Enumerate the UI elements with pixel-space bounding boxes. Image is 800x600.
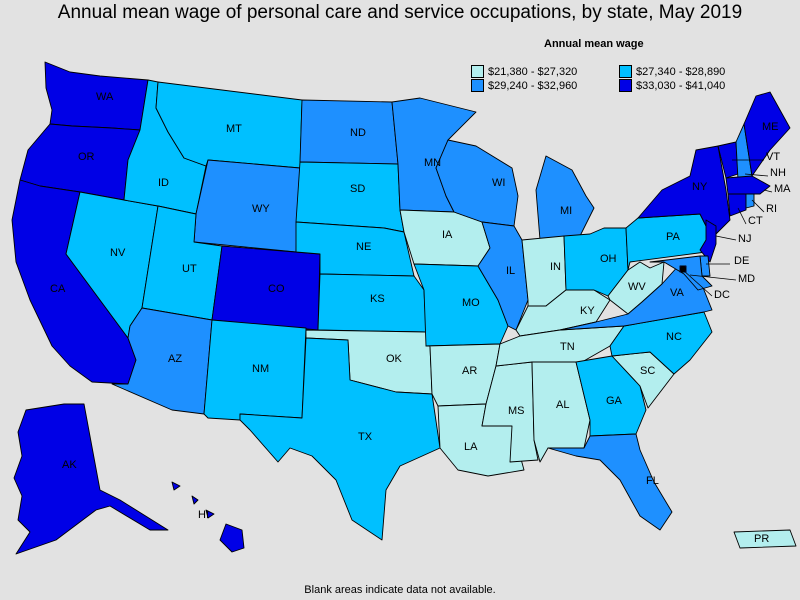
dc-marker (680, 266, 686, 272)
state-label-nj: NJ (738, 233, 751, 245)
map-title: Annual mean wage of personal care and se… (57, 2, 743, 23)
state-label-ct: CT (748, 215, 763, 227)
state-label-pa: PA (666, 231, 681, 243)
legend-label-2: $27,340 - $28,890 (636, 65, 726, 78)
state-label-ks: KS (370, 293, 385, 305)
state-label-in: IN (550, 261, 561, 273)
state-sd[interactable] (295, 161, 405, 233)
state-ri[interactable] (745, 193, 755, 209)
leader-lines (682, 159, 773, 297)
state-pr[interactable] (733, 529, 797, 549)
legend-swatch-2 (619, 65, 632, 78)
state-md[interactable] (649, 255, 713, 291)
state-label-or: OR (78, 151, 95, 163)
state-label-ma: MA (774, 183, 791, 195)
state-label-ny: NY (692, 181, 708, 193)
state-label-wy: WY (252, 203, 270, 215)
state-label-wv: WV (628, 281, 646, 293)
legend-item-2: $27,340 - $28,890 (619, 65, 725, 78)
state-hi[interactable] (171, 481, 245, 553)
state-co[interactable] (211, 245, 321, 331)
state-label-ar: AR (462, 365, 477, 377)
state-label-ms: MS (508, 405, 525, 417)
state-nd[interactable] (299, 99, 399, 165)
legend-item-3: $29,240 - $32,960 (471, 79, 577, 92)
legend-label-3: $29,240 - $32,960 (488, 79, 578, 92)
legend-swatch-3 (471, 79, 484, 92)
state-label-ga: GA (606, 395, 623, 407)
legend-label-4: $33,030 - $41,040 (636, 79, 726, 92)
state-label-mi: MI (560, 205, 572, 217)
state-label-wi: WI (492, 177, 505, 189)
legend-swatch-1 (471, 65, 484, 78)
state-label-id: ID (158, 177, 169, 189)
legend-item-1: $21,380 - $27,320 (471, 65, 577, 78)
state-label-md: MD (738, 273, 755, 285)
state-label-ak: AK (62, 459, 77, 471)
state-label-nm: NM (252, 363, 269, 375)
state-label-vt: VT (766, 151, 780, 163)
state-label-fl: FL (646, 475, 659, 487)
state-label-la: LA (464, 441, 478, 453)
state-wy[interactable] (193, 159, 301, 253)
state-label-ut: UT (182, 263, 197, 275)
legend-title: Annual mean wage (544, 38, 644, 50)
state-label-az: AZ (168, 353, 182, 365)
state-wv[interactable] (607, 261, 665, 315)
state-label-mt: MT (226, 123, 242, 135)
state-label-co: CO (268, 283, 285, 295)
state-ct[interactable] (727, 193, 747, 217)
legend-swatch-4 (619, 79, 632, 92)
state-mi[interactable] (535, 155, 595, 241)
state-label-tn: TN (560, 341, 575, 353)
state-label-nc: NC (666, 331, 682, 343)
legend-label-1: $21,380 - $27,320 (488, 65, 578, 78)
state-label-de: DE (734, 255, 749, 267)
state-tx[interactable] (239, 337, 441, 541)
state-label-me: ME (762, 121, 779, 133)
state-label-ia: IA (442, 229, 453, 241)
state-label-oh: OH (600, 253, 617, 265)
footnote: Blank areas indicate data not available. (304, 584, 496, 596)
state-label-nv: NV (110, 247, 126, 259)
state-label-il: IL (506, 265, 515, 277)
state-label-nh: NH (770, 167, 786, 179)
state-label-sc: SC (640, 365, 655, 377)
state-label-nd: ND (350, 127, 366, 139)
state-ma[interactable] (725, 175, 771, 195)
state-label-dc: DC (714, 289, 730, 301)
state-label-ca: CA (50, 283, 66, 295)
state-il[interactable] (477, 221, 529, 331)
state-label-hi: HI (198, 509, 209, 521)
state-label-ri: RI (766, 203, 777, 215)
legend-item-4: $33,030 - $41,040 (619, 79, 725, 92)
state-me[interactable] (743, 91, 791, 177)
state-label-mn: MN (424, 157, 441, 169)
state-fl[interactable] (547, 433, 673, 531)
state-label-ky: KY (580, 305, 595, 317)
state-label-pr: PR (754, 533, 769, 545)
state-label-al: AL (556, 399, 569, 411)
state-label-ne: NE (356, 241, 371, 253)
state-label-ok: OK (386, 353, 403, 365)
state-label-va: VA (670, 287, 685, 299)
state-label-tx: TX (358, 431, 373, 443)
state-label-wa: WA (96, 91, 114, 103)
state-label-sd: SD (350, 183, 365, 195)
state-label-mo: MO (462, 297, 480, 309)
state-nj[interactable] (699, 219, 717, 263)
state-ak[interactable] (13, 403, 169, 555)
